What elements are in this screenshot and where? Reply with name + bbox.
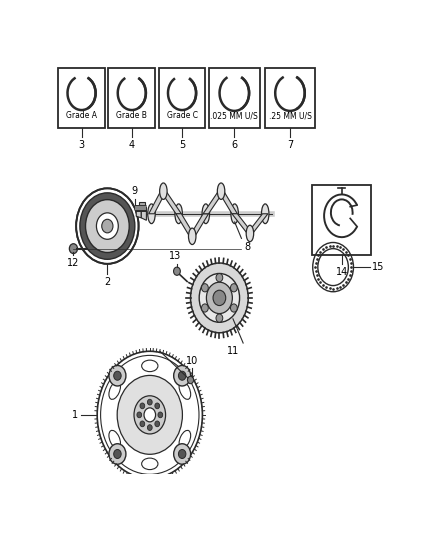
Text: 14: 14 (336, 267, 348, 277)
Ellipse shape (188, 228, 196, 245)
Ellipse shape (109, 430, 120, 448)
Circle shape (109, 444, 126, 464)
Text: 12: 12 (67, 257, 80, 268)
Bar (265, 68, 315, 127)
Circle shape (140, 421, 145, 427)
Text: Grade A: Grade A (66, 111, 97, 120)
Polygon shape (149, 191, 166, 214)
Polygon shape (190, 214, 208, 236)
Circle shape (114, 371, 121, 380)
Text: 7: 7 (287, 140, 293, 150)
Text: 2: 2 (104, 277, 110, 287)
Ellipse shape (159, 183, 167, 199)
Circle shape (96, 213, 118, 239)
Text: 8: 8 (245, 241, 251, 252)
Circle shape (213, 290, 226, 305)
Polygon shape (176, 214, 195, 236)
Text: .25 MM U/S: .25 MM U/S (268, 111, 311, 120)
Circle shape (76, 188, 138, 264)
Bar (58, 68, 105, 127)
Circle shape (69, 244, 78, 254)
Circle shape (206, 282, 233, 313)
Text: 1: 1 (72, 410, 78, 420)
Circle shape (216, 273, 223, 282)
Circle shape (174, 366, 191, 386)
Text: Grade C: Grade C (166, 111, 198, 120)
Text: 9: 9 (131, 186, 138, 196)
Polygon shape (219, 191, 237, 214)
Circle shape (148, 425, 152, 431)
Bar (209, 68, 260, 127)
Ellipse shape (141, 458, 158, 470)
Circle shape (134, 396, 166, 434)
Circle shape (144, 408, 155, 422)
Circle shape (155, 421, 159, 427)
Bar (159, 68, 205, 127)
Bar (312, 185, 371, 255)
Polygon shape (247, 214, 268, 233)
Circle shape (101, 356, 199, 474)
Circle shape (85, 200, 129, 253)
Bar (108, 68, 155, 127)
Ellipse shape (109, 382, 120, 399)
Polygon shape (203, 191, 224, 214)
Circle shape (201, 284, 208, 292)
Ellipse shape (246, 225, 254, 241)
Circle shape (140, 403, 145, 409)
Text: Grade B: Grade B (117, 111, 147, 120)
Polygon shape (141, 207, 146, 220)
Circle shape (201, 304, 208, 312)
Ellipse shape (179, 430, 191, 448)
Ellipse shape (175, 204, 182, 224)
Ellipse shape (179, 382, 191, 399)
Text: 13: 13 (169, 251, 181, 261)
Circle shape (174, 444, 191, 464)
Circle shape (114, 449, 121, 458)
Text: 5: 5 (179, 140, 185, 150)
Circle shape (178, 449, 186, 458)
Ellipse shape (231, 204, 238, 224)
Text: 10: 10 (186, 356, 198, 366)
Circle shape (199, 273, 240, 322)
Circle shape (155, 403, 159, 409)
Circle shape (173, 267, 180, 276)
Text: 11: 11 (227, 346, 239, 356)
Circle shape (102, 219, 113, 233)
Bar (138, 202, 145, 207)
Ellipse shape (217, 183, 225, 199)
Circle shape (216, 314, 223, 322)
Circle shape (109, 366, 126, 386)
Circle shape (137, 412, 141, 418)
Circle shape (187, 376, 194, 384)
Circle shape (178, 371, 186, 380)
Circle shape (191, 263, 248, 333)
Circle shape (230, 284, 237, 292)
Circle shape (80, 193, 135, 259)
Text: .025 MM U/S: .025 MM U/S (210, 111, 258, 120)
Polygon shape (161, 191, 181, 214)
Ellipse shape (148, 204, 155, 224)
Circle shape (158, 412, 162, 418)
Polygon shape (232, 214, 253, 233)
Circle shape (117, 375, 182, 454)
Circle shape (148, 399, 152, 405)
Text: 6: 6 (231, 140, 237, 150)
Polygon shape (136, 209, 141, 218)
Text: 4: 4 (129, 140, 135, 150)
Text: 3: 3 (78, 140, 85, 150)
Circle shape (230, 304, 237, 312)
Ellipse shape (141, 360, 158, 372)
Text: 15: 15 (372, 262, 385, 272)
Ellipse shape (261, 204, 269, 224)
Ellipse shape (202, 204, 209, 224)
